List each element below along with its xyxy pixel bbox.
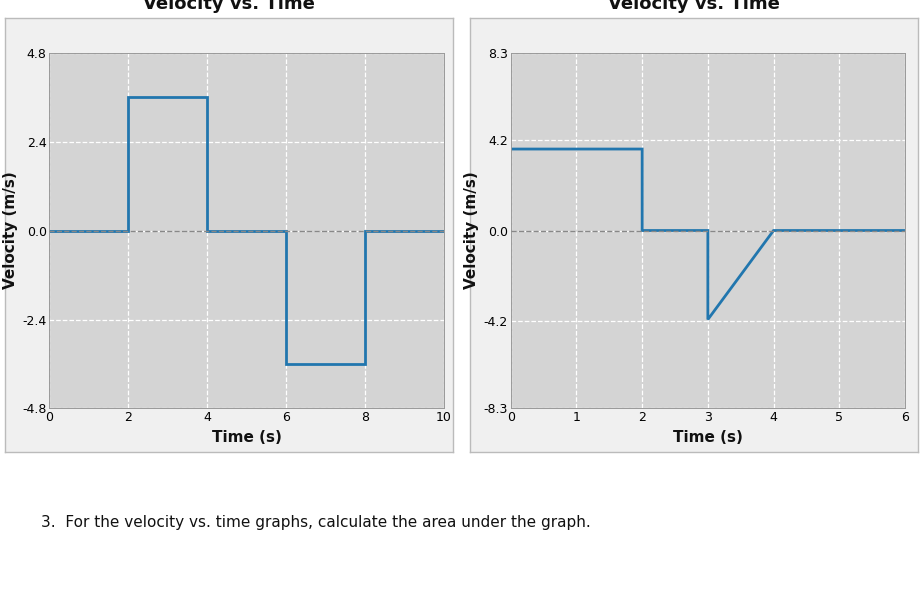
Text: 3.  For the velocity vs. time graphs, calculate the area under the graph.: 3. For the velocity vs. time graphs, cal…: [42, 515, 591, 530]
Title: Velocity vs. Time: Velocity vs. Time: [608, 0, 780, 14]
Title: Velocity vs. Time: Velocity vs. Time: [143, 0, 315, 14]
